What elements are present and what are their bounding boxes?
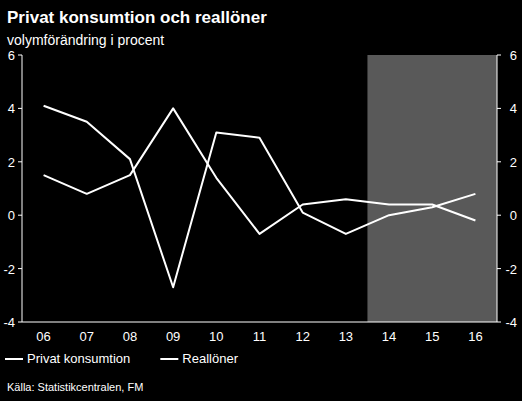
plot-area xyxy=(44,106,476,288)
y2-tick xyxy=(497,161,501,162)
y-tick-label: 4 xyxy=(8,101,15,116)
y-tick xyxy=(18,108,22,109)
legend-swatch xyxy=(5,358,23,360)
x-tick-label: 15 xyxy=(425,329,439,344)
y-tick-label: 6 xyxy=(8,48,15,63)
y2-tick xyxy=(497,55,501,56)
x-tick-label: 16 xyxy=(468,329,482,344)
background xyxy=(0,0,522,401)
y2-tick xyxy=(497,322,501,323)
y-tick-label: 2 xyxy=(8,155,15,170)
x-tick-label: 12 xyxy=(295,329,309,344)
y-tick xyxy=(18,322,22,323)
chart: Privat konsumtion och reallöner volymförä… xyxy=(0,0,522,401)
source: Källa: Statistikcentralen, FM xyxy=(7,381,143,393)
y2-tick-label: -4 xyxy=(505,315,517,330)
y2-tick xyxy=(497,108,501,109)
y-tick-label: -2 xyxy=(3,262,15,277)
y2-tick-label: 6 xyxy=(510,48,517,63)
legend-label: Privat konsumtion xyxy=(27,351,130,366)
y2-tick xyxy=(497,215,501,216)
y-tick xyxy=(18,161,22,162)
y-tick-label: 0 xyxy=(8,208,15,223)
y2-tick-label: 2 xyxy=(510,155,517,170)
y2-tick-label: 4 xyxy=(510,101,517,116)
legend-swatch xyxy=(160,358,178,360)
x-tick-label: 11 xyxy=(253,329,267,344)
y2-axis xyxy=(497,55,498,322)
x-tick-label: 08 xyxy=(123,329,137,344)
subtitle: volymförändring i procent xyxy=(7,32,164,48)
legend-label: Reallöner xyxy=(182,351,238,366)
y-tick-label: -4 xyxy=(3,315,15,330)
y2-tick-label: 0 xyxy=(510,208,517,223)
forecast-shade xyxy=(367,55,497,322)
x-tick-label: 06 xyxy=(36,329,50,344)
y-tick xyxy=(18,268,22,269)
x-tick-label: 14 xyxy=(382,329,396,344)
x-axis xyxy=(22,322,497,323)
series-line xyxy=(44,108,476,233)
series-line xyxy=(44,106,476,288)
y-tick xyxy=(18,55,22,56)
y-tick xyxy=(18,215,22,216)
x-tick-label: 09 xyxy=(166,329,180,344)
x-tick-label: 10 xyxy=(209,329,223,344)
y2-tick xyxy=(497,268,501,269)
x-tick-label: 13 xyxy=(339,329,353,344)
title: Privat konsumtion och reallöner xyxy=(7,8,267,27)
y2-tick-label: -2 xyxy=(505,262,517,277)
y-axis xyxy=(22,55,23,322)
x-tick-label: 07 xyxy=(80,329,94,344)
